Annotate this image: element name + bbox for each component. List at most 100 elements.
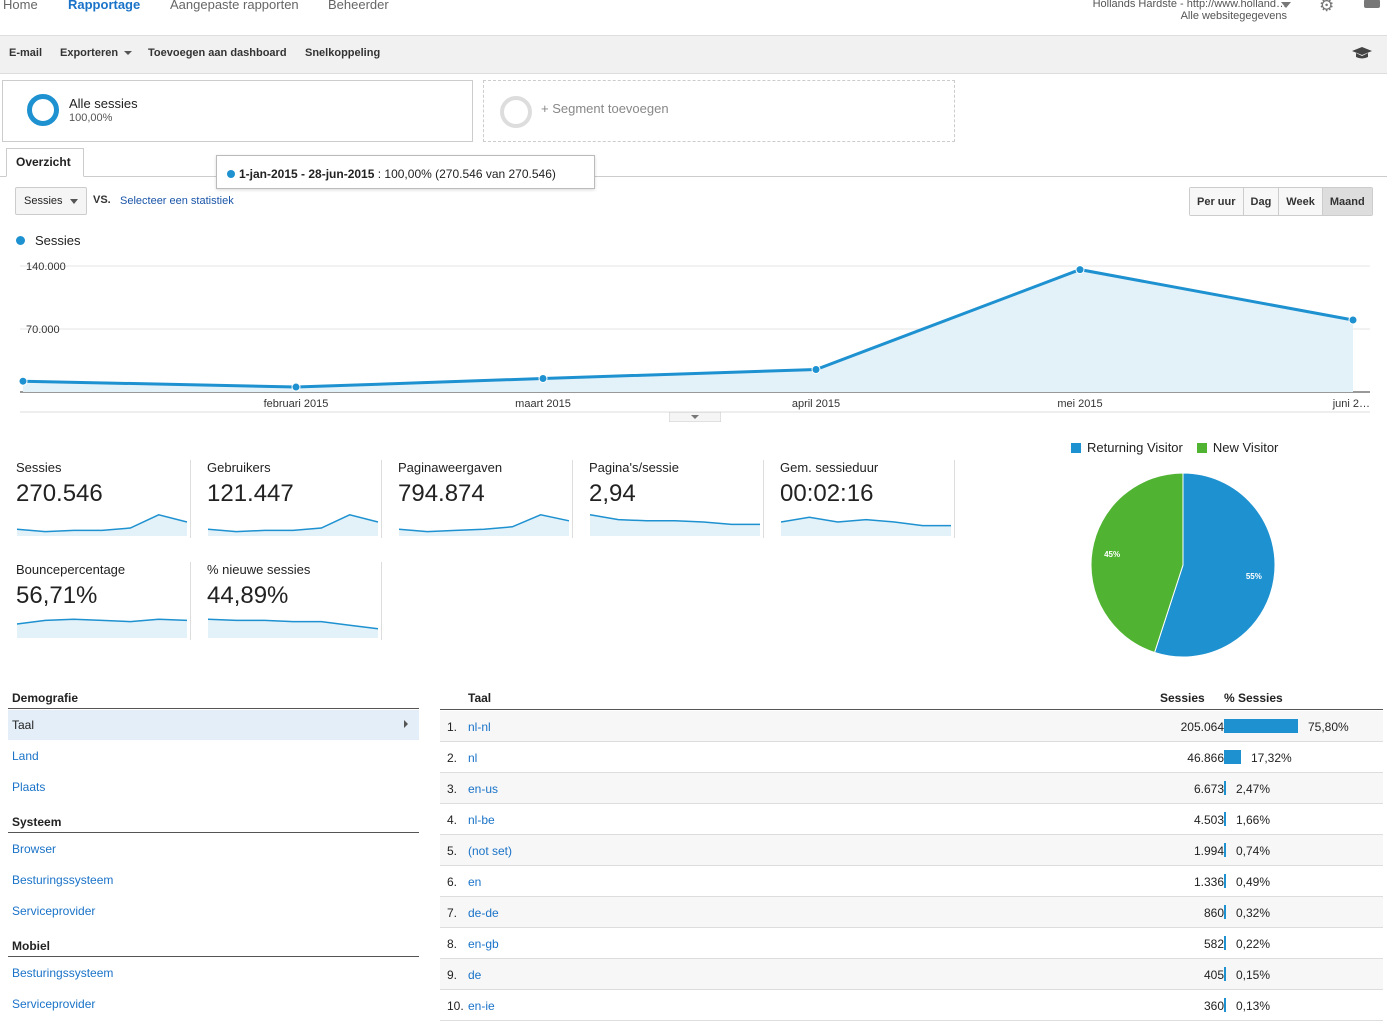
divider [763, 460, 764, 538]
row-index: 2. [447, 751, 458, 765]
language-link[interactable]: (not set) [468, 844, 513, 858]
shortcut-button[interactable]: Snelkoppeling [305, 47, 381, 59]
column-header-sessies[interactable]: Sessies [1160, 691, 1205, 705]
data-point[interactable] [18, 376, 28, 386]
sparkline-line [16, 514, 188, 533]
chevron-right-icon [404, 720, 408, 728]
chevron-down-icon [124, 51, 133, 56]
nav-tab-custom-reports[interactable]: Aangepaste rapporten [170, 0, 299, 12]
language-link[interactable]: de-de [468, 906, 499, 920]
scorecard-label: Gebruikers [207, 460, 271, 475]
language-link[interactable]: en-gb [468, 937, 499, 951]
language-link[interactable]: de [468, 968, 482, 982]
account-selector[interactable]: Hollands Hardste - http://www.holland… A… [1093, 0, 1287, 22]
sparkline-area [17, 514, 187, 536]
scorecard-users[interactable]: Gebruikers 121.447 [191, 460, 382, 540]
column-header-pct-sessies[interactable]: % Sessies [1224, 691, 1283, 705]
table-row: 3. en-us 6.673 2,47% [440, 773, 1383, 804]
table-row: 6. en 1.336 0,49% [440, 866, 1383, 897]
visitor-type-pie: 55% 45% [1090, 472, 1276, 658]
pie-slice[interactable] [1153, 472, 1276, 658]
language-link[interactable]: nl-nl [468, 720, 491, 734]
gear-icon[interactable]: ⚙ [1319, 0, 1335, 15]
scorecard-pageviews[interactable]: Paginaweergaven 794.874 [382, 460, 573, 540]
nav-tab-admin[interactable]: Beheerder [328, 0, 389, 12]
x-tick-label: juni 2… [1332, 398, 1370, 410]
tab-overview[interactable]: Overzicht [6, 148, 84, 177]
segment-all-sessions[interactable]: Alle sessies 100,00% [2, 80, 473, 142]
chart-tooltip: 1-jan-2015 - 28-jun-2015 : 100,00% (270.… [216, 155, 595, 189]
row-index: 10. [447, 999, 464, 1013]
granularity-week-button[interactable]: Week [1279, 188, 1323, 215]
data-point[interactable] [811, 365, 821, 374]
row-index: 5. [447, 844, 458, 858]
table-header: Taal Sessies % Sessies [440, 690, 1383, 710]
column-header-taal[interactable]: Taal [468, 691, 492, 705]
data-point[interactable] [538, 374, 548, 383]
sidebar-item-serviceprovider[interactable]: Serviceprovider [12, 904, 96, 918]
pie-slice[interactable] [1090, 472, 1184, 654]
scorecard-value: 270.546 [16, 480, 103, 507]
sidebar-item-label: Taal [12, 718, 35, 732]
sidebar-item-os[interactable]: Besturingssysteem [12, 873, 114, 887]
language-link[interactable]: en [468, 875, 482, 889]
share-bar [1224, 843, 1226, 857]
language-link[interactable]: en-us [468, 782, 499, 796]
scorecard-value: 2,94 [589, 480, 636, 507]
pie-legend: Returning Visitor New Visitor [1071, 440, 1278, 455]
email-button[interactable]: E-mail [9, 47, 43, 59]
language-link[interactable]: nl [468, 751, 478, 765]
chevron-down-icon [70, 199, 78, 204]
table-row: 10. en-ie 360 0,13% [440, 990, 1383, 1021]
scorecard-new-sessions[interactable]: % nieuwe sessies 44,89% [191, 562, 382, 642]
sessions-value: 46.866 [1187, 751, 1224, 765]
x-tick-label: maart 2015 [515, 398, 571, 410]
scorecard-label: % nieuwe sessies [207, 562, 311, 577]
share-bar [1224, 750, 1241, 764]
metric-dropdown[interactable]: Sessies [15, 187, 87, 215]
sessions-value: 405 [1203, 968, 1224, 982]
scorecard-avg-session-duration[interactable]: Gem. sessieduur 00:02:16 [764, 460, 955, 540]
nav-tab-home[interactable]: Home [3, 0, 38, 12]
scorecard-value: 794.874 [398, 480, 485, 507]
chart-collapse-handle[interactable] [669, 412, 721, 422]
sidebar-item-plaats[interactable]: Plaats [12, 780, 46, 794]
sparkline-line [398, 514, 570, 533]
export-button[interactable]: Exporteren [60, 47, 133, 59]
graduation-cap-icon[interactable] [1352, 46, 1372, 60]
sparkline [398, 514, 570, 536]
x-tick-label: april 2015 [792, 398, 840, 410]
divider [954, 460, 955, 538]
data-point[interactable] [1348, 315, 1358, 325]
data-point[interactable] [291, 382, 301, 392]
scorecard-sessions[interactable]: Sessies 270.546 [0, 460, 191, 540]
granularity-day-button[interactable]: Dag [1243, 188, 1280, 215]
add-to-dashboard-button[interactable]: Toevoegen aan dashboard [148, 47, 287, 59]
data-point[interactable] [1075, 265, 1085, 275]
select-statistic-link[interactable]: Selecteer een statistiek [120, 195, 234, 207]
table-row: 1. nl-nl 205.064 75,80% [440, 711, 1383, 742]
sparkline [207, 618, 379, 638]
row-index: 4. [447, 813, 458, 827]
language-link[interactable]: nl-be [468, 813, 495, 827]
row-index: 3. [447, 782, 458, 796]
granularity-month-button[interactable]: Maand [1322, 188, 1372, 215]
scorecard-bounce-rate[interactable]: Bouncepercentage 56,71% [0, 562, 191, 642]
table-row: 5. (not set) 1.994 0,74% [440, 835, 1383, 866]
share-bar [1224, 936, 1226, 950]
row-index: 7. [447, 906, 458, 920]
sidebar-item-taal[interactable]: Taal [8, 710, 419, 740]
sidebar-item-browser[interactable]: Browser [12, 842, 57, 856]
add-segment-box[interactable]: + Segment toevoegen [483, 80, 955, 142]
granularity-hour-button[interactable]: Per uur [1190, 188, 1244, 215]
nav-tab-rapportage[interactable]: Rapportage [68, 0, 141, 12]
divider [381, 562, 382, 640]
share-percentage: 0,22% [1236, 937, 1271, 951]
scorecard-pages-per-session[interactable]: Pagina's/sessie 2,94 [573, 460, 764, 540]
sidebar-item-mobile-os[interactable]: Besturingssysteem [12, 966, 114, 980]
bell-icon[interactable] [1364, 0, 1380, 8]
sidebar-item-mobile-serviceprovider[interactable]: Serviceprovider [12, 997, 96, 1011]
sidebar-item-land[interactable]: Land [12, 749, 39, 763]
chevron-down-icon[interactable] [1281, 2, 1291, 8]
language-link[interactable]: en-ie [468, 999, 495, 1013]
